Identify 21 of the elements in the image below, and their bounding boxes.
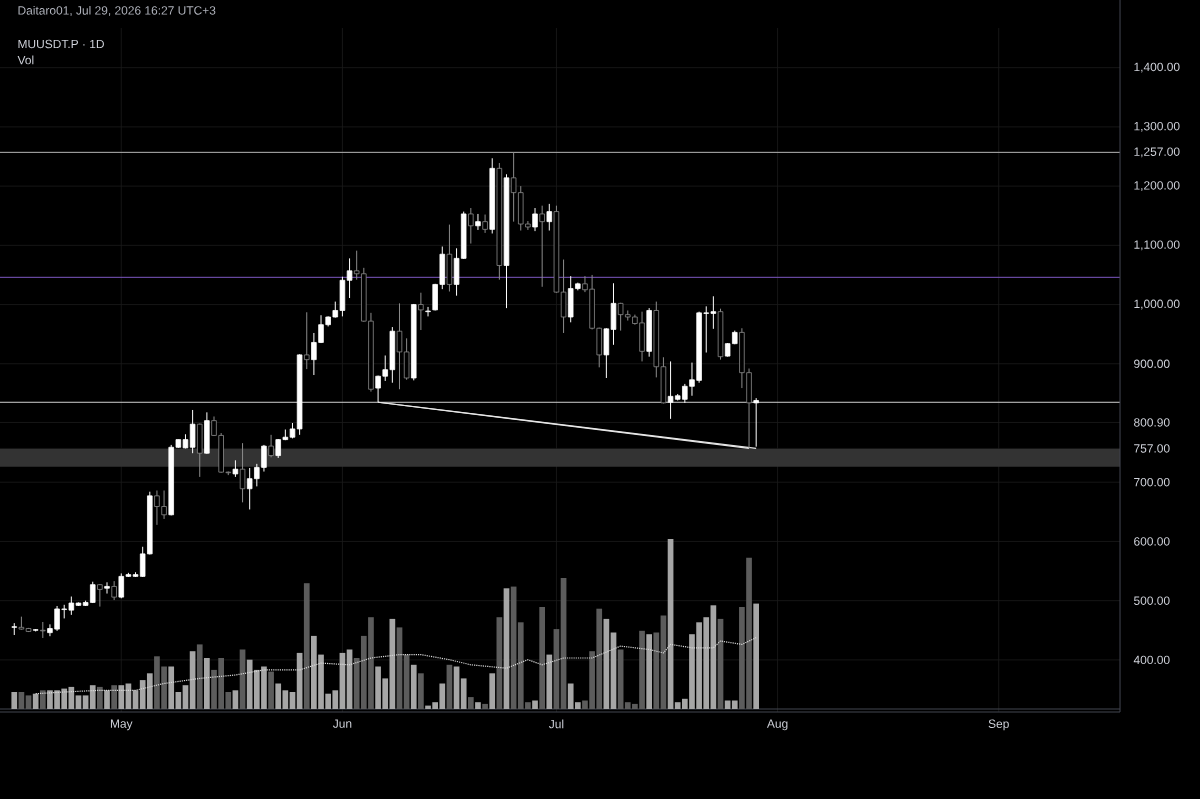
x-tick-label: Jul bbox=[548, 719, 564, 729]
y-tick-label: 600.00 bbox=[1134, 537, 1170, 546]
y-tick-label: 1,300.00 bbox=[1134, 121, 1180, 132]
x-tick-label: Aug bbox=[766, 719, 788, 731]
y-tick-label: 1,400.00 bbox=[1134, 62, 1180, 73]
y-tick-label: 1,200.00 bbox=[1134, 181, 1180, 192]
y-tick-label: 400.00 bbox=[1133, 655, 1170, 665]
x-tick-label: Jun bbox=[332, 719, 352, 728]
y-tick-label: 800.90 bbox=[1134, 418, 1170, 427]
y-tick-label: 900.00 bbox=[1134, 359, 1170, 368]
text: MUUSDT.P · 1D bbox=[18, 39, 104, 49]
y-tick-label: 1,257.00 bbox=[1134, 147, 1180, 158]
y-tick-label: 700.00 bbox=[1134, 477, 1170, 487]
y-tick-label: 1,100.00 bbox=[1134, 240, 1180, 251]
y-tick-label: 500.00 bbox=[1133, 596, 1170, 605]
y-tick-label: 757.00 bbox=[1134, 444, 1170, 453]
x-tick-label: May bbox=[110, 719, 133, 731]
chart-title: Vol bbox=[17, 55, 34, 65]
text: Daitaro01, Jul 29, 2026 16:27 UTC+3 bbox=[18, 5, 216, 17]
y-tick-label: 1,000.00 bbox=[1134, 299, 1180, 310]
x-tick-label: Sep bbox=[988, 719, 1009, 731]
